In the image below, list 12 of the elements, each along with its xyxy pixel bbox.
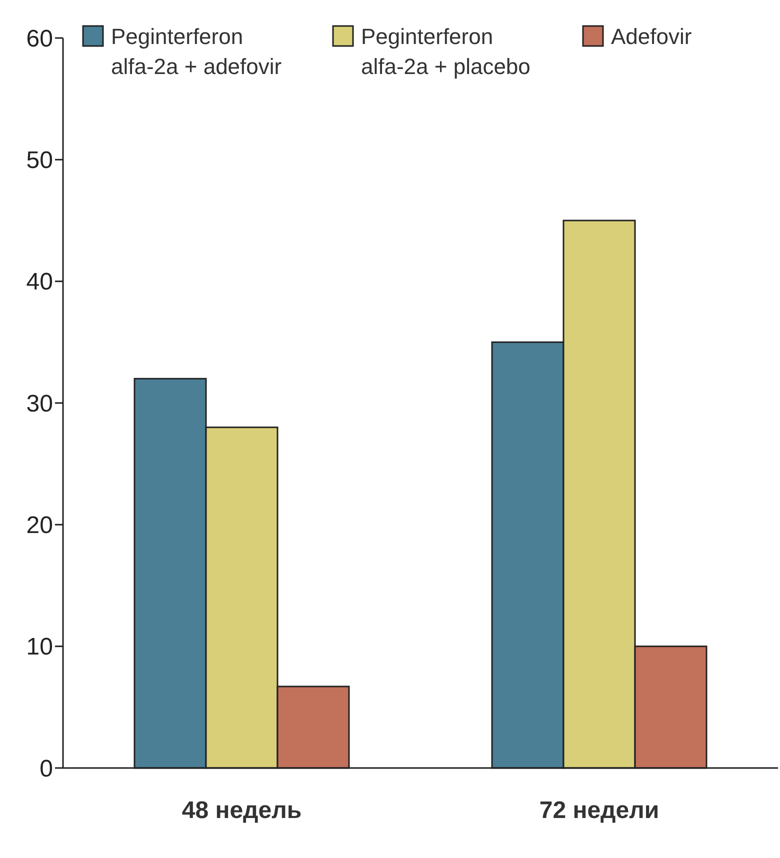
y-tick-label: 50 — [26, 147, 53, 174]
y-tick-label: 10 — [26, 634, 53, 661]
y-tick-label: 20 — [26, 512, 53, 540]
y-tick-label: 60 — [26, 25, 53, 52]
x-tick-label: 48 недель — [182, 797, 302, 824]
legend-label: Peginterferon alfa-2a + placebo — [361, 24, 530, 79]
legend-label: Peginterferon alfa-2a + adefovir — [111, 24, 282, 79]
y-tick-label: 40 — [26, 268, 53, 296]
y-tick-label: 0 — [40, 755, 53, 782]
y-tick-label: 30 — [26, 390, 53, 418]
legend-label: Adefovir — [611, 24, 692, 49]
x-tick-label: 72 недели — [539, 797, 660, 824]
